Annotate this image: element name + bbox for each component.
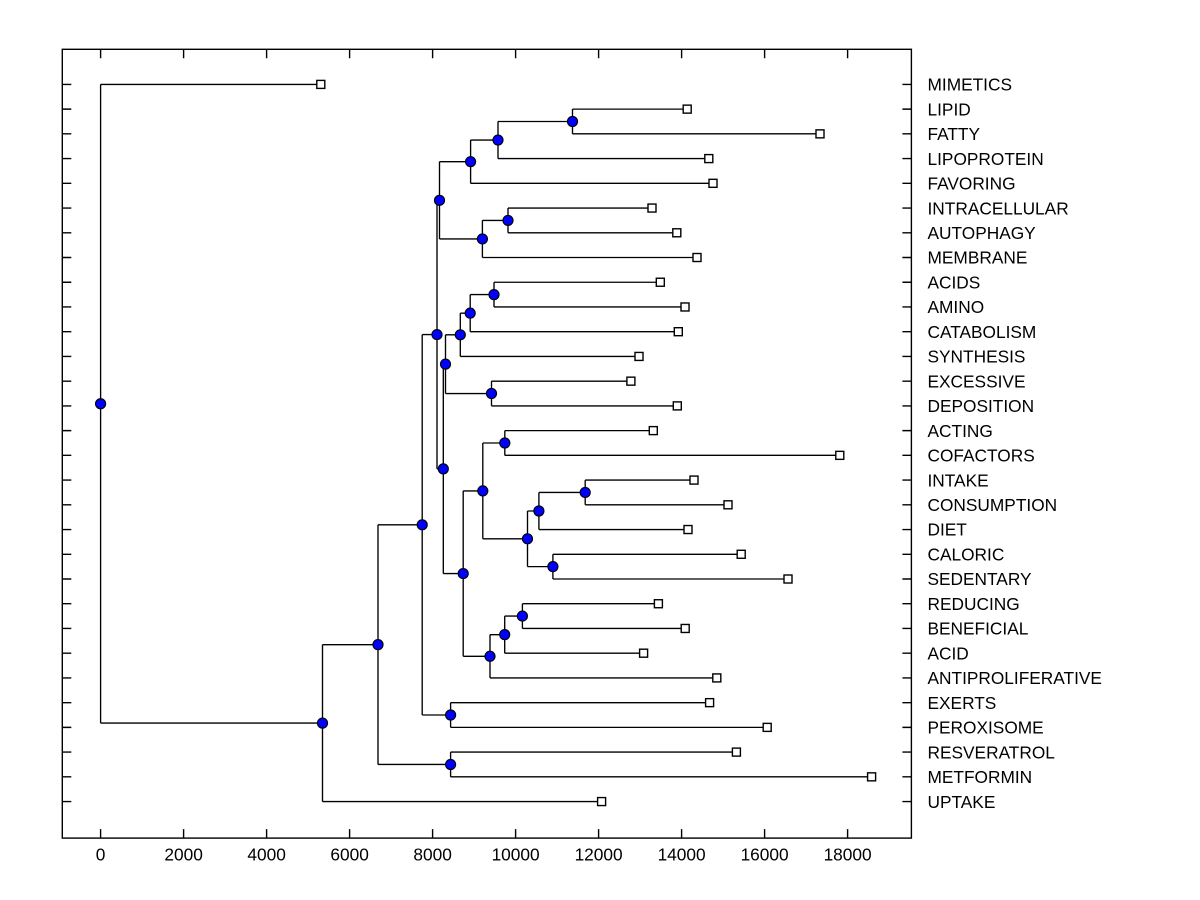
svg-text:AUTOPHAGY: AUTOPHAGY (928, 223, 1037, 243)
svg-text:0: 0 (96, 845, 106, 865)
svg-text:INTRACELLULAR: INTRACELLULAR (928, 198, 1069, 218)
svg-text:EXCESSIVE: EXCESSIVE (928, 371, 1026, 391)
svg-text:REDUCING: REDUCING (928, 594, 1020, 614)
svg-text:DIET: DIET (928, 520, 968, 540)
svg-text:ACIDS: ACIDS (928, 272, 981, 292)
svg-text:ACTING: ACTING (928, 421, 993, 441)
svg-text:6000: 6000 (330, 845, 368, 865)
svg-text:ACID: ACID (928, 643, 969, 663)
svg-text:LIPID: LIPID (928, 99, 971, 119)
svg-text:FATTY: FATTY (928, 124, 981, 144)
svg-text:18000: 18000 (824, 845, 872, 865)
svg-text:SYNTHESIS: SYNTHESIS (928, 347, 1026, 367)
svg-text:RESVERATROL: RESVERATROL (928, 742, 1056, 762)
svg-text:CALORIC: CALORIC (928, 544, 1005, 564)
svg-text:2000: 2000 (164, 845, 202, 865)
svg-text:EXERTS: EXERTS (928, 693, 997, 713)
svg-text:PEROXISOME: PEROXISOME (928, 718, 1044, 738)
svg-text:CATABOLISM: CATABOLISM (928, 322, 1037, 342)
svg-text:8000: 8000 (413, 845, 451, 865)
svg-text:10000: 10000 (492, 845, 540, 865)
svg-text:SEDENTARY: SEDENTARY (928, 569, 1033, 589)
svg-text:CONSUMPTION: CONSUMPTION (928, 495, 1058, 515)
svg-text:COFACTORS: COFACTORS (928, 446, 1035, 466)
svg-text:INTAKE: INTAKE (928, 470, 989, 490)
svg-text:DEPOSITION: DEPOSITION (928, 396, 1035, 416)
svg-text:AMINO: AMINO (928, 297, 985, 317)
svg-text:METFORMIN: METFORMIN (928, 767, 1033, 787)
svg-text:14000: 14000 (658, 845, 706, 865)
svg-text:MEMBRANE: MEMBRANE (928, 248, 1028, 268)
svg-text:FAVORING: FAVORING (928, 174, 1016, 194)
svg-text:ANTIPROLIFERATIVE: ANTIPROLIFERATIVE (928, 668, 1102, 688)
svg-text:BENEFICIAL: BENEFICIAL (928, 619, 1029, 639)
svg-text:12000: 12000 (575, 845, 623, 865)
svg-text:MIMETICS: MIMETICS (928, 75, 1012, 95)
svg-text:16000: 16000 (741, 845, 789, 865)
svg-text:4000: 4000 (247, 845, 285, 865)
svg-text:LIPOPROTEIN: LIPOPROTEIN (928, 149, 1044, 169)
svg-text:UPTAKE: UPTAKE (928, 792, 996, 812)
